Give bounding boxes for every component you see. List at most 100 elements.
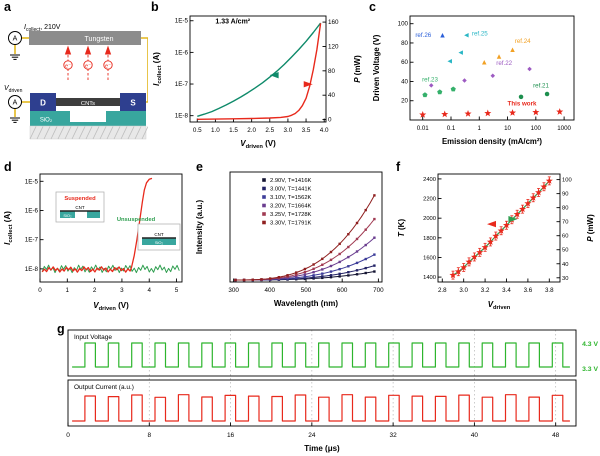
svg-text:8: 8	[147, 432, 151, 439]
svg-text:3.4: 3.4	[502, 287, 511, 294]
svg-text:0: 0	[66, 432, 70, 439]
svg-text:2.5: 2.5	[265, 127, 274, 134]
svg-text:80: 80	[401, 40, 408, 47]
panel-e-spectra-chart: 300 400 500 600 700 Wavelength (nm) Intensity …	[195, 171, 384, 308]
svg-text:Vdriven (V): Vdriven (V)	[93, 301, 129, 312]
svg-text:1E-7: 1E-7	[175, 81, 189, 88]
svg-text:1E-8: 1E-8	[175, 113, 189, 120]
svg-text:3.3 V: 3.3 V	[582, 366, 598, 373]
svg-text:16: 16	[227, 432, 235, 439]
svg-text:CNTs: CNTs	[81, 101, 95, 107]
svg-text:2200: 2200	[423, 197, 436, 203]
svg-text:A: A	[13, 100, 18, 107]
svg-text:Vdriven: Vdriven	[488, 300, 511, 311]
svg-text:3.20V, T=1664K: 3.20V, T=1664K	[270, 204, 312, 210]
panel-g-pulse-waveform-chart: Input Voltage Output Current (a.u.) 4.3 V 3…	[66, 329, 598, 453]
svg-text:P (mW): P (mW)	[586, 214, 595, 242]
svg-text:SiO₂: SiO₂	[40, 118, 53, 124]
svg-text:A: A	[13, 36, 18, 43]
svg-text:This work: This work	[508, 101, 537, 108]
svg-text:3.5: 3.5	[302, 127, 311, 134]
svg-text:600: 600	[337, 287, 348, 294]
svg-text:3.00V, T=1441K: 3.00V, T=1441K	[270, 187, 312, 193]
svg-text:T (K): T (K)	[397, 219, 406, 238]
svg-text:40: 40	[471, 432, 479, 439]
panel-label-d: d	[4, 160, 12, 174]
svg-text:80: 80	[328, 68, 336, 75]
svg-text:S: S	[130, 99, 136, 108]
panel-label-c: c	[369, 0, 376, 14]
svg-text:3.6: 3.6	[524, 287, 533, 294]
svg-text:400: 400	[265, 287, 276, 294]
svg-text:ref.23: ref.23	[422, 76, 438, 83]
svg-text:Unsuspended: Unsuspended	[117, 217, 156, 223]
svg-text:0: 0	[328, 117, 332, 124]
svg-text:120: 120	[328, 43, 339, 50]
svg-text:Wavelength (nm): Wavelength (nm)	[274, 299, 338, 308]
svg-text:0: 0	[38, 287, 42, 294]
svg-text:24: 24	[308, 432, 316, 439]
svg-text:100: 100	[531, 125, 542, 132]
svg-text:500: 500	[301, 287, 312, 294]
svg-text:2.0: 2.0	[247, 127, 256, 134]
svg-text:CNT: CNT	[75, 205, 84, 210]
svg-text:700: 700	[373, 287, 384, 294]
svg-text:40: 40	[562, 262, 568, 268]
svg-text:1.5: 1.5	[229, 127, 238, 134]
svg-text:2.8: 2.8	[438, 287, 447, 294]
svg-text:1000: 1000	[557, 125, 571, 132]
panel-d-suspended-unsuspended-chart: 0 1 2 3 4 5 1E-8 1E-7 1E-6 1E-5 Vdriven (V) Icollec…	[3, 173, 183, 312]
svg-text:2400: 2400	[423, 177, 436, 183]
svg-text:1800: 1800	[423, 236, 436, 242]
svg-text:4.0: 4.0	[320, 127, 329, 134]
svg-text:2: 2	[93, 287, 97, 294]
svg-text:3.0: 3.0	[284, 127, 293, 134]
svg-text:Time (μs): Time (μs)	[304, 444, 340, 453]
svg-text:ref.25: ref.25	[472, 30, 488, 37]
svg-text:80: 80	[562, 206, 568, 212]
svg-text:SiO₂: SiO₂	[155, 240, 164, 245]
svg-text:40: 40	[328, 92, 336, 99]
svg-text:100: 100	[398, 21, 409, 28]
svg-text:3.10V, T=1562K: 3.10V, T=1562K	[270, 195, 312, 201]
svg-text:50: 50	[562, 248, 568, 254]
svg-text:Icollect (A): Icollect (A)	[152, 52, 163, 86]
svg-text:Tungsten: Tungsten	[85, 36, 114, 43]
svg-text:32: 32	[390, 432, 398, 439]
svg-text:1: 1	[66, 287, 70, 294]
svg-text:0.01: 0.01	[417, 125, 430, 132]
svg-text:4.3 V: 4.3 V	[582, 341, 598, 348]
svg-text:2000: 2000	[423, 216, 436, 222]
svg-text:300: 300	[228, 287, 239, 294]
svg-text:Intensity (a.u.): Intensity (a.u.)	[195, 200, 204, 255]
panel-a-device-schematic: A Icollect, 210V Tungsten e⁻ e⁻ e⁻ Vdriven A SiO…	[4, 24, 148, 140]
svg-text:Output Current (a.u.): Output Current (a.u.)	[74, 384, 134, 391]
svg-text:1E-7: 1E-7	[25, 237, 39, 244]
svg-text:1E-8: 1E-8	[25, 266, 39, 273]
svg-text:ref.21: ref.21	[533, 82, 549, 89]
svg-text:1.33 A/cm²: 1.33 A/cm²	[215, 18, 250, 25]
svg-text:3: 3	[120, 287, 124, 294]
svg-text:Emission density (mA/cm²): Emission density (mA/cm²)	[442, 137, 542, 146]
svg-text:30: 30	[562, 276, 568, 282]
svg-text:ref.22: ref.22	[496, 60, 512, 67]
svg-text:3.2: 3.2	[481, 287, 490, 294]
svg-text:48: 48	[552, 432, 560, 439]
svg-text:1.0: 1.0	[211, 127, 220, 134]
svg-text:SiO₂: SiO₂	[63, 213, 72, 218]
panel-label-f: f	[396, 160, 401, 174]
svg-text:Suspended: Suspended	[64, 196, 96, 202]
panel-label-e: e	[196, 160, 203, 174]
svg-text:3.25V, T=1728K: 3.25V, T=1728K	[270, 212, 312, 218]
svg-text:0.5: 0.5	[193, 127, 202, 134]
svg-text:1E-5: 1E-5	[25, 178, 39, 185]
svg-text:Driven Voltage (V): Driven Voltage (V)	[372, 34, 381, 101]
svg-text:10: 10	[504, 125, 511, 132]
svg-text:e⁻: e⁻	[85, 63, 91, 69]
svg-text:0.1: 0.1	[447, 125, 456, 132]
svg-text:1600: 1600	[423, 255, 436, 261]
svg-text:Vdriven: Vdriven	[4, 85, 23, 94]
svg-text:20: 20	[401, 98, 408, 105]
svg-text:1: 1	[478, 125, 482, 132]
